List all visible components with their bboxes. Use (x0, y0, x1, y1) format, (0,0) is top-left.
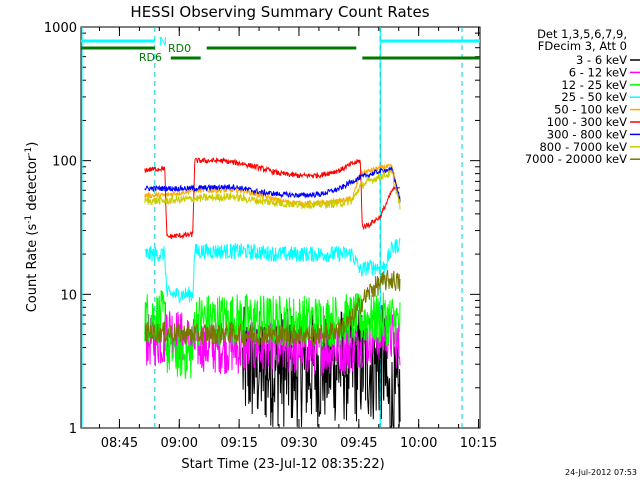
y-axis-label-sup1: -1 (24, 215, 34, 224)
state-label: N (159, 35, 167, 48)
legend-item-label: 100 - 300 keV (547, 115, 627, 129)
legend-item-label: 25 - 50 keV (561, 90, 627, 104)
legend-item-label: 50 - 100 keV (554, 103, 627, 117)
x-tick-label: 10:15 (460, 436, 497, 451)
y-axis-label-end: ) (25, 142, 40, 147)
x-tick-label: 09:45 (340, 436, 377, 451)
y-tick-label: 1 (69, 422, 77, 437)
series-line (144, 156, 401, 240)
y-tick-label: 10 (60, 288, 77, 303)
y-axis-label: Count Rate (s-1 detector-1) (24, 142, 40, 313)
series-line (144, 238, 401, 304)
legend-item-label: 800 - 7000 keV (539, 140, 627, 154)
legend-header-1: Det 1,3,5,6,7,9, (537, 27, 627, 41)
plot-frame (80, 26, 481, 429)
y-axis-label-main: Count Rate (s (25, 224, 40, 313)
legend-item-label: 6 - 12 keV (569, 65, 627, 79)
chart-title: HESSI Observing Summary Count Rates (130, 3, 429, 21)
x-tick-label: 09:00 (161, 436, 198, 451)
y-tick-label: 100 (52, 155, 77, 170)
series-line (144, 169, 401, 210)
series-line (144, 163, 401, 207)
legend-header-2: FDecim 3, Att 0 (538, 39, 627, 53)
plot-area: 1 10 100 1000 08:45 09:00 09:15 09:30 09:45 10:00… (44, 21, 497, 451)
legend: Det 1,3,5,6,7,9, FDecim 3, Att 0 3 - 6 k… (525, 27, 640, 166)
legend-item-label: 12 - 25 keV (561, 78, 627, 92)
legend-item-label: 7000 - 20000 keV (525, 152, 627, 166)
series-line (144, 302, 401, 377)
x-axis-label: Start Time (23-Jul-12 08:35:22) (181, 457, 384, 472)
state-label: RD0 (168, 42, 191, 55)
legend-item-label: 300 - 800 keV (547, 127, 627, 141)
x-tick-label: 10:00 (400, 436, 437, 451)
x-tick-label: 09:15 (220, 436, 257, 451)
state-label: RD6 (139, 51, 162, 64)
y-tick-label: 1000 (44, 21, 77, 36)
legend-item-label: 3 - 6 keV (576, 53, 627, 67)
y-axis-label-mid: detector (25, 155, 40, 215)
footer-timestamp: 24-Jul-2012 07:53 (565, 468, 637, 477)
x-tick-label: 09:30 (280, 436, 317, 451)
series-line (144, 165, 401, 203)
y-axis-label-sup2: -1 (24, 147, 34, 156)
series-line (144, 269, 401, 347)
x-tick-label: 08:45 (101, 436, 138, 451)
